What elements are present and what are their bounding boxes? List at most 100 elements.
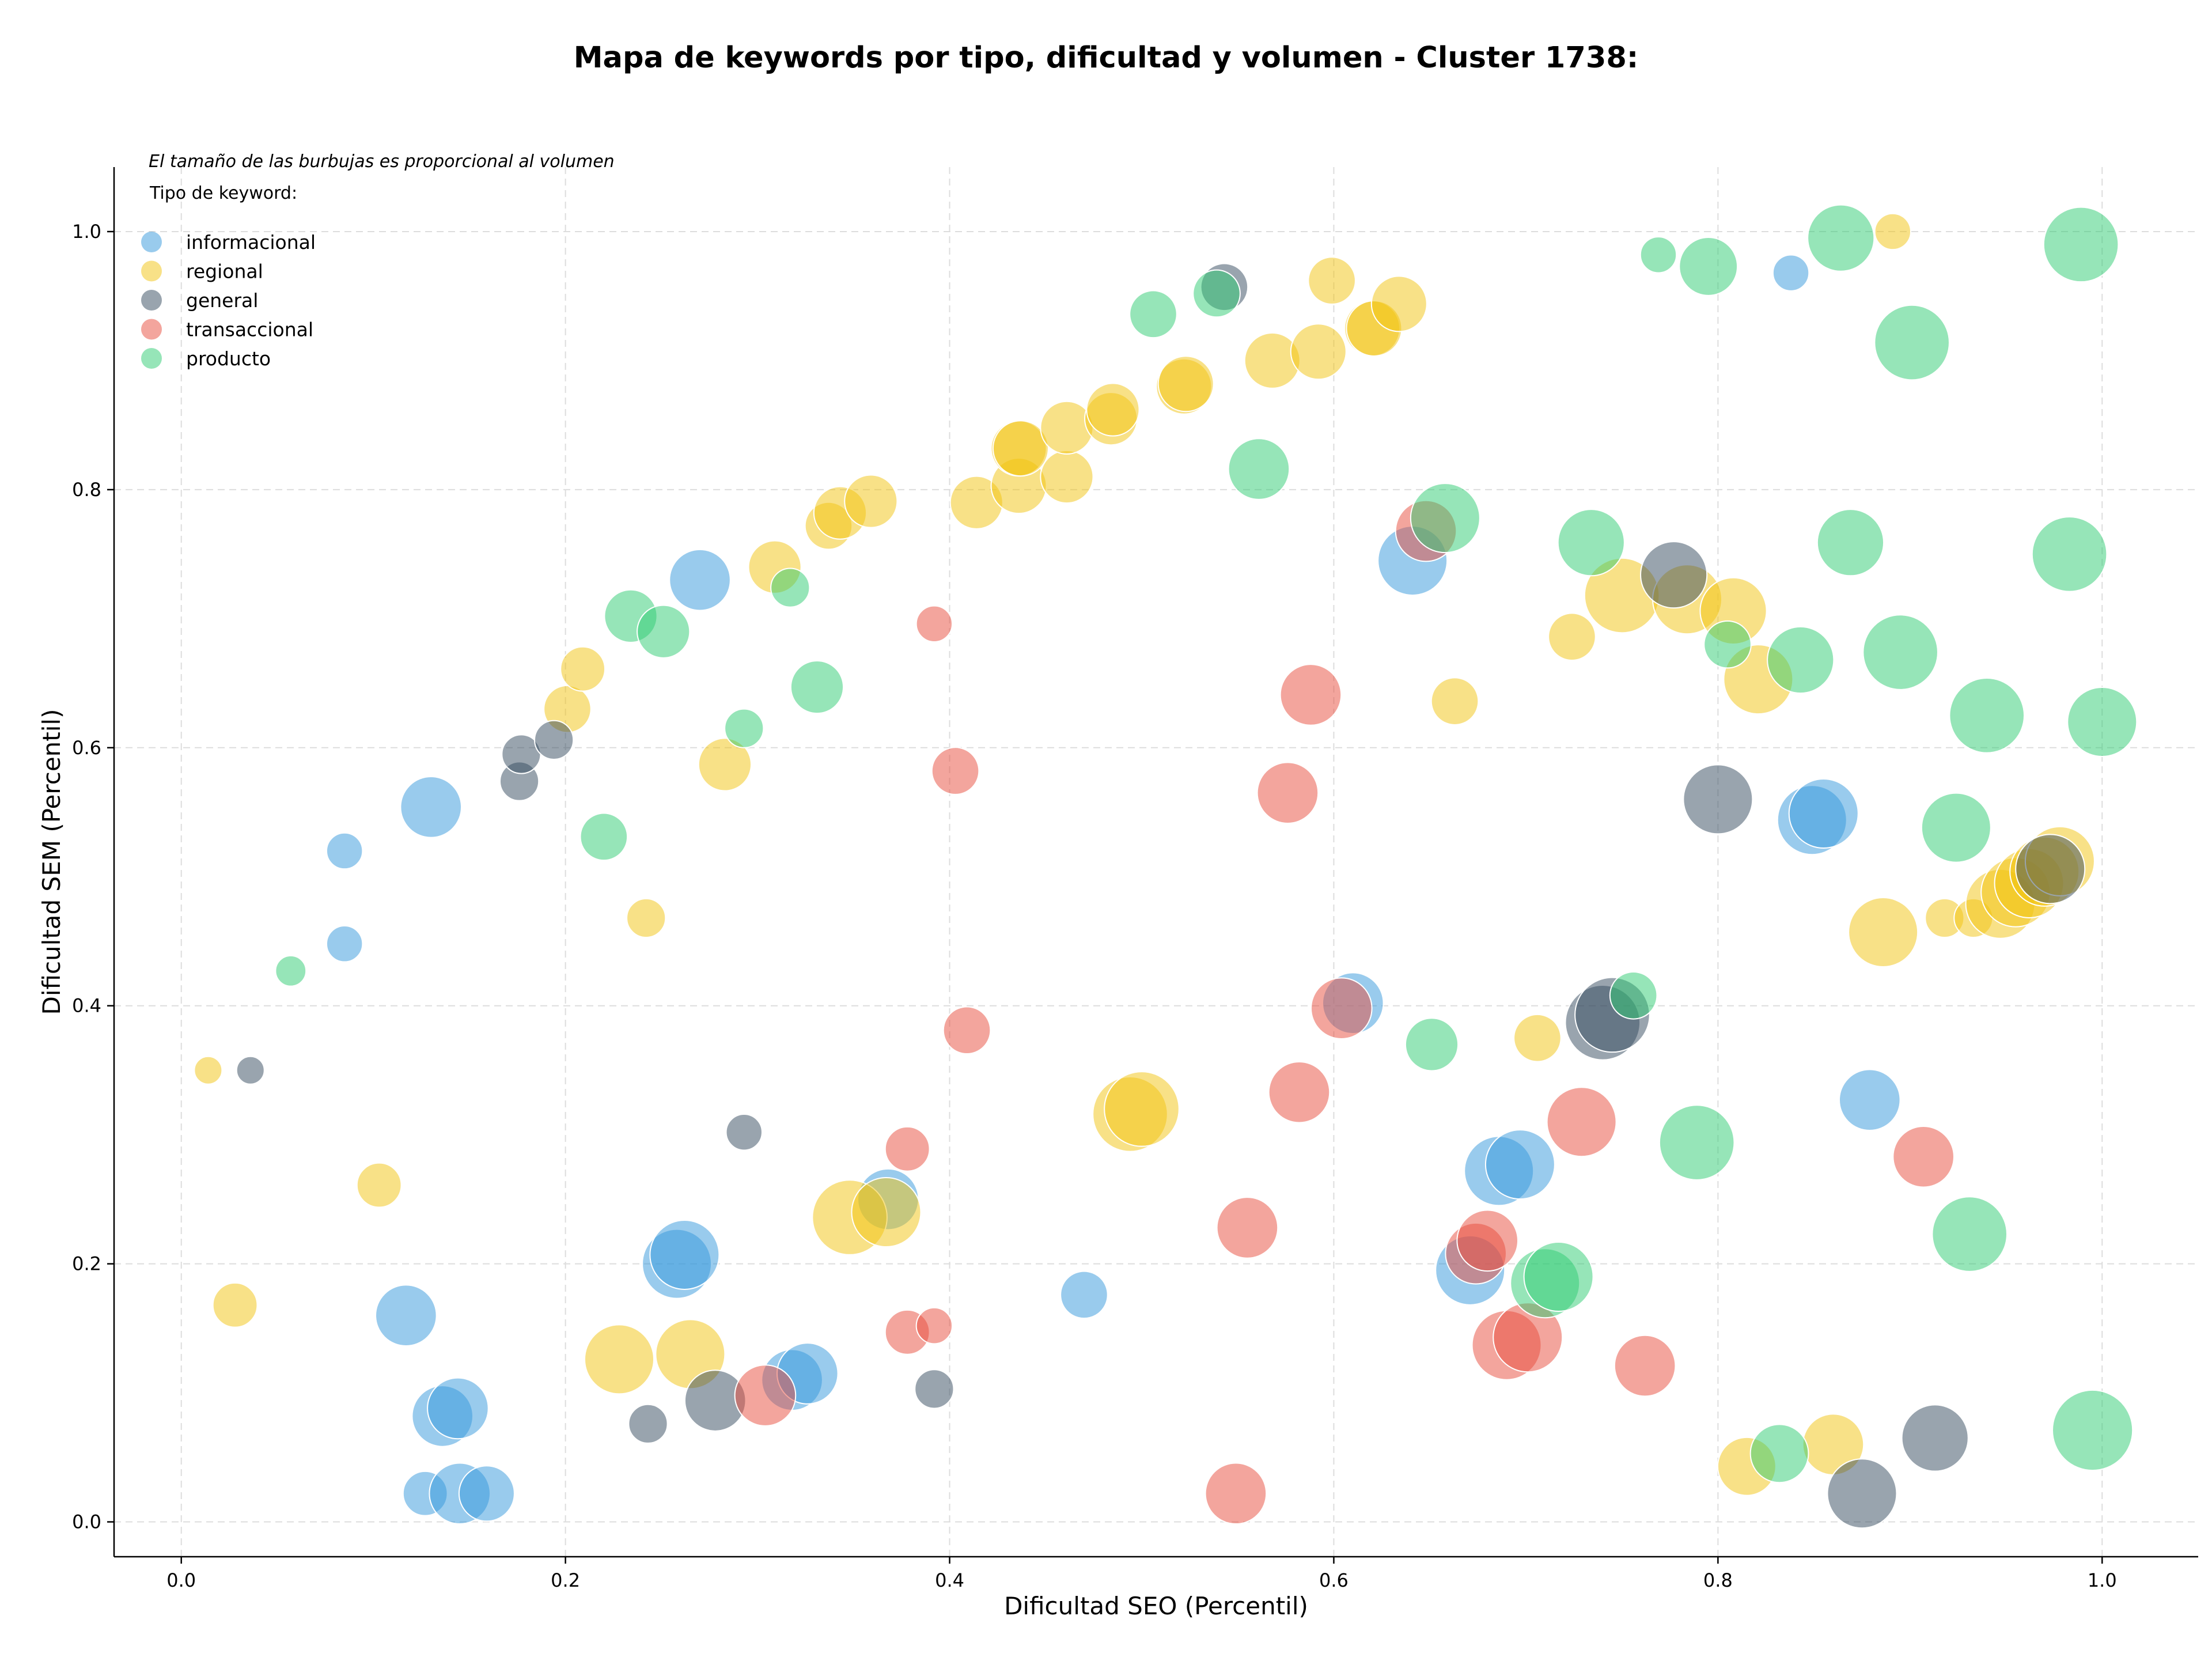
bubble-point [915,1307,953,1345]
bubble-point [1613,1334,1676,1397]
bubble-point [584,1324,654,1395]
x-ticks: 0.0 0.2 0.4 0.6 0.8 1.0 [166,1557,2117,1591]
legend-label-general: general [186,289,258,312]
y-tick-label: 0.4 [72,995,101,1017]
bubble-point [2067,687,2138,758]
bubble-point [1456,1209,1519,1272]
bubble-point [1901,1404,1969,1472]
series-transaccional [734,500,1955,1525]
bubble-point [790,660,844,714]
grid [114,167,2198,1557]
bubble-point [698,737,752,792]
x-tick-label: 0.6 [1319,1569,1349,1591]
legend-note: El tamaño de las burbujas es proporciona… [149,152,615,172]
legend-marker-informacional [141,232,162,252]
legend-label-transaccional: transaccional [186,319,313,341]
bubble-point [637,604,691,659]
bubble-point [1874,213,1912,251]
legend: El tamaño de las burbujas es proporciona… [141,152,615,370]
bubble-point [1410,483,1480,554]
bubble-point [1807,204,1875,272]
bubble-point [1874,304,1950,381]
legend-marker-regional [141,260,162,282]
bubble-point [1848,897,1919,968]
bubble-point [1838,1069,1901,1131]
bubble-point [1370,275,1427,332]
bubble-point [914,1369,955,1409]
bubble-point [194,1055,223,1085]
y-tick-label: 0.8 [72,479,101,501]
bubble-point [1040,449,1094,504]
x-tick-label: 0.0 [166,1569,196,1591]
bubble-point [2031,516,2108,592]
bubble-point [212,1282,258,1328]
bubble-point [724,708,764,748]
chart-title: Mapa de keywords por tipo, dificultad y … [574,41,1638,75]
bubble-point [1484,1129,1555,1200]
series-informacional [325,254,1901,1525]
bubble-point [1949,678,2025,754]
bubble-point [1157,355,1214,413]
bubble-point [1205,1462,1267,1525]
bubble-point [1244,332,1301,389]
y-tick-label: 0.2 [72,1253,101,1275]
bubble-point [2015,834,2086,905]
bubble-point [770,567,810,608]
bubble-point [1892,1125,1955,1188]
bubble-point [1640,541,1708,609]
bubble-point [669,548,731,611]
x-tick-label: 0.4 [935,1569,964,1591]
bubble-point [1827,1458,1897,1529]
x-axis-label: Dificultad SEO (Percentil) [1004,1592,1308,1620]
bubble-point [1788,778,1859,849]
legend-marker-transaccional [141,319,162,340]
bubble-point [649,1219,720,1290]
bubble-point [1557,509,1625,577]
legend-label-informacional: informacional [186,231,316,253]
bubble-point [1228,438,1290,500]
bubble-point [942,1006,991,1055]
bubble-point [1086,383,1140,437]
bubble-point [375,1284,437,1347]
y-tick-label: 0.0 [72,1511,101,1533]
bubble-point [1060,1270,1108,1319]
y-ticks: 0.0 0.2 0.4 0.6 0.8 1.0 [72,221,114,1533]
bubble-point [1523,1242,1594,1312]
bubble-point [579,812,628,861]
legend-items: informacional regional general transacciona… [141,231,316,370]
bubble-point [400,776,463,838]
bubble-point [628,1403,668,1444]
x-tick-label: 1.0 [2088,1569,2117,1591]
bubble-point [1767,626,1835,694]
y-axis-label: Dificultad SEM (Percentil) [37,709,66,1015]
series-producto [275,204,2138,1484]
bubble-point [236,1055,265,1085]
bubble-point [1192,269,1241,318]
x-tick-label: 0.8 [1703,1569,1733,1591]
bubble-point [1129,290,1177,339]
bubbles [194,204,2138,1529]
legend-marker-general [141,290,162,311]
bubble-point [1679,237,1738,296]
bubble-point [851,1177,922,1248]
series-regional [194,213,2095,1496]
bubble-point [458,1465,515,1522]
bubble-point [1862,614,1938,690]
bubble-point [992,420,1049,477]
bubble-point [1658,1104,1735,1181]
bubble-point [1548,612,1596,661]
bubble-point [1609,971,1658,1020]
bubble-point [1703,620,1752,669]
bubble-point [1404,1017,1459,1072]
bubble-point [1290,323,1347,380]
bubble-point [915,605,953,643]
bubble-point [325,832,363,870]
legend-label-producto: producto [186,347,271,370]
legend-title: Tipo de keyword: [149,183,297,203]
bubble-point [725,1113,763,1151]
bubble-point [1639,236,1677,274]
bubble-point [325,925,363,963]
bubble-point [2051,1389,2134,1471]
bubble-point [1308,256,1356,305]
